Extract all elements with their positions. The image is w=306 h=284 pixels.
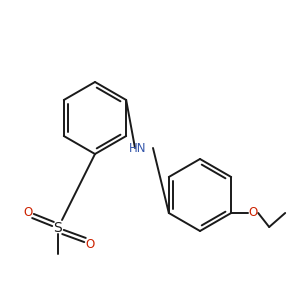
Text: O: O: [248, 206, 258, 220]
Text: HN: HN: [129, 141, 147, 154]
Text: O: O: [85, 237, 95, 250]
Text: S: S: [54, 221, 62, 235]
Text: O: O: [23, 206, 33, 218]
